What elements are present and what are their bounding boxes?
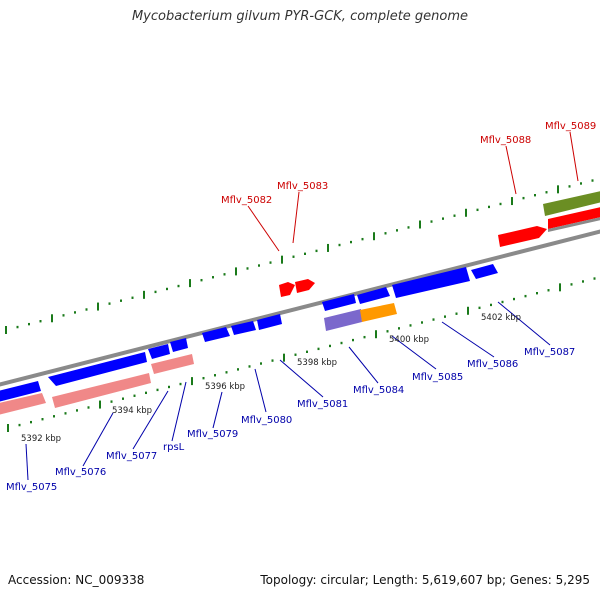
feature-mflv-5087[interactable] (471, 264, 498, 279)
leader-rpsl (171, 381, 187, 442)
gene-label-mflv-5088[interactable]: Mflv_5088 (480, 135, 531, 146)
feature-mflv-5080[interactable] (231, 321, 256, 335)
leader-mflv-5081 (279, 359, 324, 398)
feature-mflv-5085-misc[interactable] (360, 303, 397, 322)
gene-label-mflv-5075[interactable]: Mflv_5075 (6, 482, 57, 493)
leader-mflv-5077 (132, 390, 169, 450)
feature-mflv-5082[interactable] (279, 282, 295, 297)
map-title: Mycobacterium gilvum PYR-GCK, complete g… (131, 9, 469, 24)
gene-label-mflv-5077[interactable]: Mflv_5077 (106, 451, 157, 462)
gene-label-mflv-5087[interactable]: Mflv_5087 (524, 347, 575, 358)
gene-label-mflv-5079[interactable]: Mflv_5079 (187, 429, 238, 440)
gene-label-mflv-5076[interactable]: Mflv_5076 (55, 467, 106, 478)
accession-text: Accession: NC_009338 (8, 573, 145, 587)
leader-mflv-5087 (497, 301, 551, 346)
feature-mflv-5079[interactable] (202, 327, 230, 342)
leader-mflv-5084 (348, 346, 379, 384)
feature-mflv-5084-misc[interactable] (324, 309, 362, 331)
gene-label-mflv-5082[interactable]: Mflv_5082 (221, 195, 272, 206)
genome-backbone (0, 229, 600, 387)
gene-label-rpsl[interactable]: rpsL (163, 442, 185, 453)
scale-label-5400: 5400 kbp (389, 335, 429, 345)
label-leaders (25, 131, 579, 481)
feature-mflv-5076-gene[interactable] (52, 373, 151, 408)
leader-mflv-5075 (25, 443, 29, 481)
gene-label-mflv-5083[interactable]: Mflv_5083 (277, 181, 328, 192)
leader-mflv-5076 (82, 412, 114, 467)
leader-mflv-5079 (212, 391, 223, 429)
leader-mflv-5088 (505, 145, 517, 195)
feature-mflv-5083[interactable] (295, 279, 315, 293)
tick-marks (5, 179, 596, 432)
gene-label-mflv-5081[interactable]: Mflv_5081 (297, 399, 348, 410)
leader-mflv-5080 (254, 368, 267, 413)
feature-mflv-5089[interactable] (543, 189, 600, 216)
scale-label-5402: 5402 kbp (481, 313, 521, 323)
feature-mflv-5086[interactable] (392, 267, 470, 298)
leader-mflv-5089 (569, 131, 579, 182)
leader-mflv-5085 (391, 335, 437, 370)
scale-label-5394: 5394 kbp (112, 406, 152, 416)
feature-mflv-5084[interactable] (322, 294, 356, 311)
gene-label-mflv-5084[interactable]: Mflv_5084 (353, 385, 404, 396)
genome-summary-text: Topology: circular; Length: 5,619,607 bp… (260, 573, 590, 587)
feature-mflv-5075[interactable] (0, 381, 41, 404)
scale-label-5396: 5396 kbp (205, 382, 245, 392)
feature-mflv-5085[interactable] (357, 287, 390, 304)
gene-label-mflv-5080[interactable]: Mflv_5080 (241, 415, 292, 426)
scale-label-5392: 5392 kbp (21, 434, 61, 444)
feature-rpsl-gene[interactable] (151, 354, 194, 374)
feature-mflv-5088[interactable] (498, 226, 547, 247)
feature-mflv-5088-gene[interactable] (548, 205, 600, 232)
gene-label-mflv-5086[interactable]: Mflv_5086 (467, 359, 518, 370)
leader-mflv-5082 (247, 205, 280, 252)
scale-label-5398: 5398 kbp (297, 358, 337, 368)
gene-label-mflv-5085[interactable]: Mflv_5085 (412, 372, 463, 383)
feature-mflv-5081[interactable] (257, 314, 282, 330)
leader-mflv-5086 (441, 321, 495, 358)
feature-mflv-5076[interactable] (48, 352, 147, 386)
feature-rpsl[interactable] (170, 338, 188, 352)
gene-label-mflv-5089[interactable]: Mflv_5089 (545, 121, 596, 132)
feature-mflv-5075-gene[interactable] (0, 393, 46, 417)
feature-mflv-5077[interactable] (148, 344, 170, 359)
leader-mflv-5083 (292, 191, 300, 244)
